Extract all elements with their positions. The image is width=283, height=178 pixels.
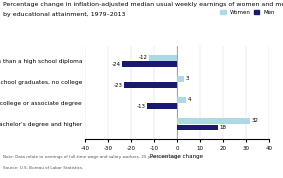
Bar	[177, 76, 184, 82]
Text: Source: U.S. Bureau of Labor Statistics.: Source: U.S. Bureau of Labor Statistics.	[3, 166, 83, 169]
Text: 18: 18	[220, 125, 227, 130]
Legend: Women, Men: Women, Men	[218, 8, 277, 18]
X-axis label: Percentage change: Percentage change	[150, 154, 203, 159]
Text: -23: -23	[113, 83, 123, 88]
Bar	[124, 82, 177, 88]
Text: by educational attainment, 1979–2013: by educational attainment, 1979–2013	[3, 12, 125, 17]
Text: Percentage change in inflation-adjusted median usual weekly earnings of women an: Percentage change in inflation-adjusted …	[3, 2, 283, 7]
Bar	[147, 103, 177, 109]
Text: -13: -13	[137, 104, 145, 109]
Bar	[177, 97, 186, 103]
Text: Note: Data relate to earnings of full-time wage and salary workers, 25 years and: Note: Data relate to earnings of full-ti…	[3, 155, 181, 159]
Text: 3: 3	[185, 76, 189, 81]
Bar	[122, 61, 177, 67]
Text: -24: -24	[111, 62, 120, 67]
Bar	[177, 125, 218, 130]
Text: 32: 32	[252, 118, 259, 123]
Text: 4: 4	[187, 97, 191, 102]
Bar	[149, 55, 177, 61]
Text: -12: -12	[139, 55, 148, 60]
Bar	[177, 118, 250, 124]
